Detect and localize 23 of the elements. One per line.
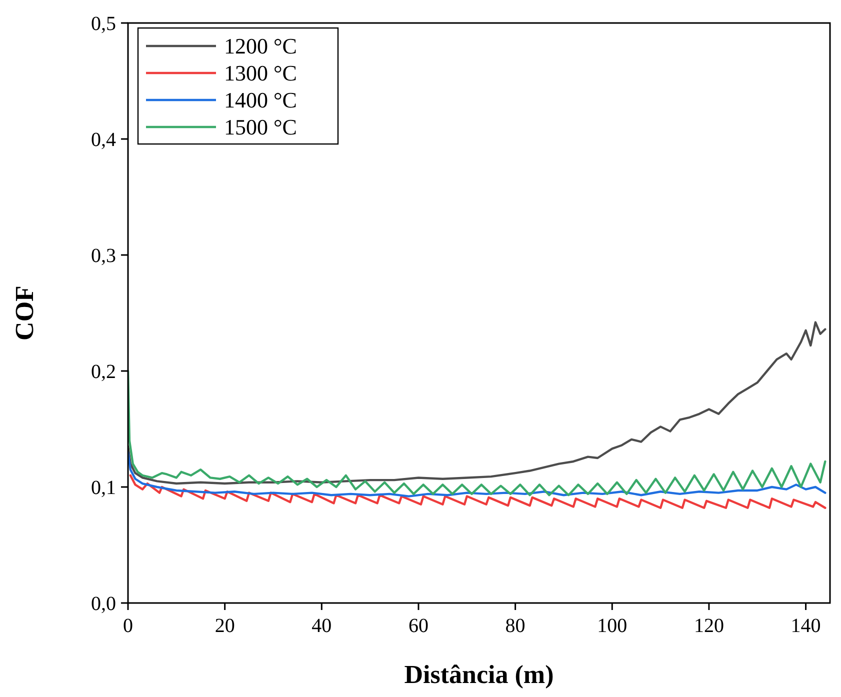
x-tick-label: 60: [408, 615, 428, 637]
y-tick-label: 0,5: [91, 13, 116, 35]
y-tick-label: 0,1: [91, 477, 116, 499]
x-tick-label: 140: [790, 615, 821, 637]
line-series: [128, 451, 826, 498]
x-tick-label: 100: [597, 615, 628, 637]
x-tick-label: 0: [123, 615, 133, 637]
x-tick-label: 120: [694, 615, 724, 637]
x-tick-label: 20: [214, 615, 235, 637]
legend-label: 1500 °C: [224, 114, 297, 140]
x-axis-title: Distância (m): [404, 660, 554, 689]
legend-label: 1200 °C: [224, 34, 297, 59]
legend-label: 1300 °C: [224, 60, 297, 86]
x-tick-label: 40: [312, 615, 332, 637]
line-series: [129, 474, 826, 509]
line-series: [128, 321, 826, 485]
x-tick-label: 80: [505, 615, 526, 637]
legend-label: 1400 °C: [224, 88, 297, 113]
y-axis-title: COF: [10, 286, 39, 340]
y-tick-label: 0,4: [91, 129, 116, 151]
y-tick-label: 0,3: [91, 245, 116, 267]
y-tick-label: 0,2: [91, 361, 116, 383]
y-tick-label: 0,0: [91, 593, 116, 615]
